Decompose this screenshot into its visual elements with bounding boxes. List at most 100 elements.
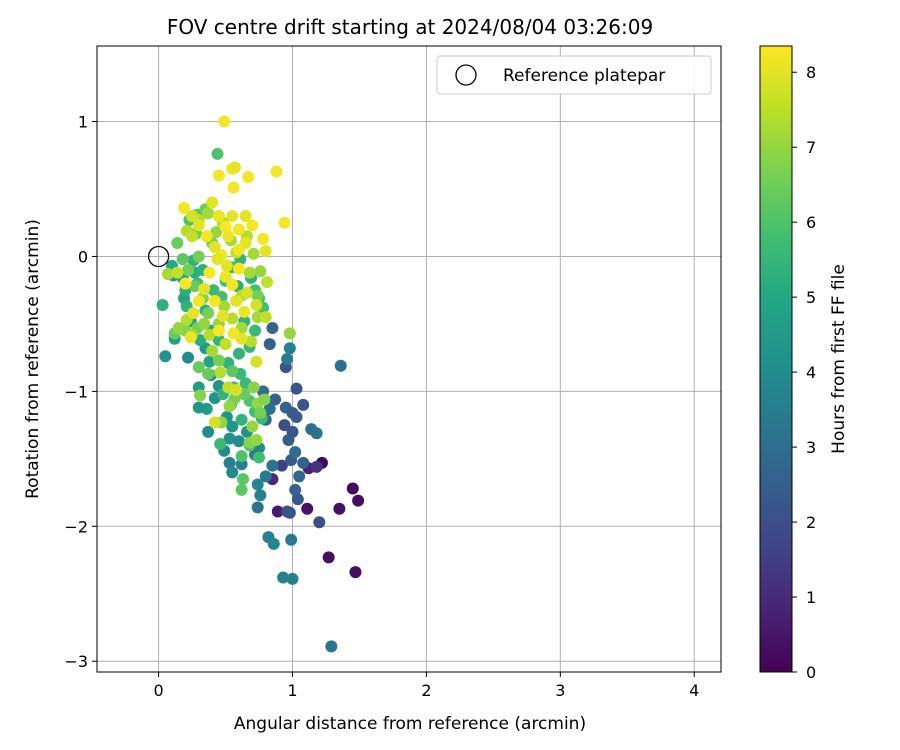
scatter-point: [267, 537, 280, 550]
scatter-point: [236, 473, 249, 486]
scatter-point: [278, 216, 291, 229]
scatter-point: [286, 406, 299, 419]
y-tick-label: −2: [64, 517, 88, 536]
scatter-point: [346, 482, 359, 495]
scatter-point: [188, 280, 201, 293]
scatter-point: [232, 347, 245, 360]
scatter-point: [223, 432, 236, 445]
x-axis-label: Angular distance from reference (arcmin): [234, 714, 586, 734]
colorbar-tick-label: 1: [806, 588, 816, 607]
scatter-point: [251, 501, 264, 514]
scatter-point: [218, 115, 231, 128]
y-axis-ticks: −3 −2 −1 0 1: [64, 113, 97, 671]
scatter-point: [266, 459, 279, 472]
scatter-point: [212, 209, 225, 222]
scatter-point: [226, 209, 239, 222]
scatter-point: [244, 335, 257, 348]
scatter-point: [249, 324, 262, 337]
colorbar-tick-label: 2: [806, 513, 816, 532]
scatter-point: [198, 317, 211, 330]
scatter-point: [219, 338, 232, 351]
scatter-point: [254, 489, 267, 502]
scatter-point: [171, 266, 184, 279]
chart-title: FOV centre drift starting at 2024/08/04 …: [167, 15, 653, 39]
scatter-point: [216, 309, 229, 322]
scatter-point: [278, 419, 291, 432]
scatter-points: [156, 115, 365, 653]
scatter-point: [182, 351, 195, 364]
scatter-point: [253, 451, 266, 464]
scatter-point: [281, 505, 294, 518]
scatter-point: [187, 307, 200, 320]
scatter-point: [223, 456, 236, 469]
legend-label: Reference platepar: [503, 66, 665, 86]
scatter-point: [212, 169, 225, 182]
scatter-point: [206, 344, 219, 357]
scatter-point: [208, 294, 221, 307]
scatter-point: [235, 483, 248, 496]
scatter-point: [230, 294, 243, 307]
scatter-point: [156, 299, 169, 312]
scatter-point: [235, 413, 248, 426]
scatter-point: [293, 470, 306, 483]
scatter-point: [226, 466, 239, 479]
scatter-point: [232, 243, 245, 256]
legend-box: [436, 55, 712, 95]
x-tick-label: 4: [689, 681, 699, 700]
scatter-point: [161, 268, 174, 281]
scatter-point: [286, 572, 299, 585]
scatter-point: [238, 305, 251, 318]
scatter-point: [171, 236, 184, 249]
colorbar-tick-label: 4: [806, 363, 816, 382]
x-tick-label: 0: [154, 681, 164, 700]
scatter-point: [226, 312, 239, 325]
scatter-point: [349, 566, 362, 579]
scatter-point: [325, 640, 338, 653]
scatter-point: [182, 263, 195, 276]
scatter-point: [192, 361, 205, 374]
scatter-point: [202, 367, 215, 380]
scatter-point: [159, 350, 172, 363]
scatter-point: [206, 196, 219, 209]
scatter-point: [352, 494, 365, 507]
scatter-point: [333, 502, 346, 515]
scatter-point: [227, 181, 240, 194]
scatter-point: [203, 328, 216, 341]
scatter-point: [202, 207, 215, 220]
scatter-point: [259, 470, 272, 483]
colorbar-tick-label: 7: [806, 138, 816, 157]
scatter-point: [232, 223, 245, 236]
x-axis-ticks: 0 1 2 3 4: [154, 672, 699, 700]
scatter-point: [301, 502, 314, 515]
scatter-point: [178, 201, 191, 214]
scatter-point: [270, 165, 283, 178]
x-tick-label: 2: [421, 681, 431, 700]
scatter-point: [214, 366, 227, 379]
scatter-point: [247, 381, 260, 394]
axes-frame: [96, 45, 722, 673]
scatter-point: [271, 505, 284, 518]
scatter-point: [202, 307, 215, 320]
scatter-point: [211, 147, 224, 160]
scatter-point: [297, 398, 310, 411]
scatter-point: [192, 401, 205, 414]
scatter-point: [334, 359, 347, 372]
scatter-point: [222, 230, 235, 243]
scatter-point: [322, 551, 335, 564]
scatter-point: [186, 209, 199, 222]
scatter-point: [203, 355, 216, 368]
scatter-point: [250, 433, 263, 446]
scatter-point: [210, 226, 223, 239]
colorbar-gradient: [759, 45, 793, 673]
scatter-point: [208, 241, 221, 254]
scatter-point: [281, 353, 294, 365]
scatter-point: [250, 299, 263, 312]
scatter-point: [259, 311, 272, 324]
scatter-point: [313, 516, 326, 529]
colorbar-tick-label: 0: [806, 663, 816, 682]
scatter-point: [310, 427, 323, 440]
scatter-point: [243, 266, 256, 279]
scatter-point: [263, 402, 276, 415]
scatter-point: [290, 382, 303, 395]
